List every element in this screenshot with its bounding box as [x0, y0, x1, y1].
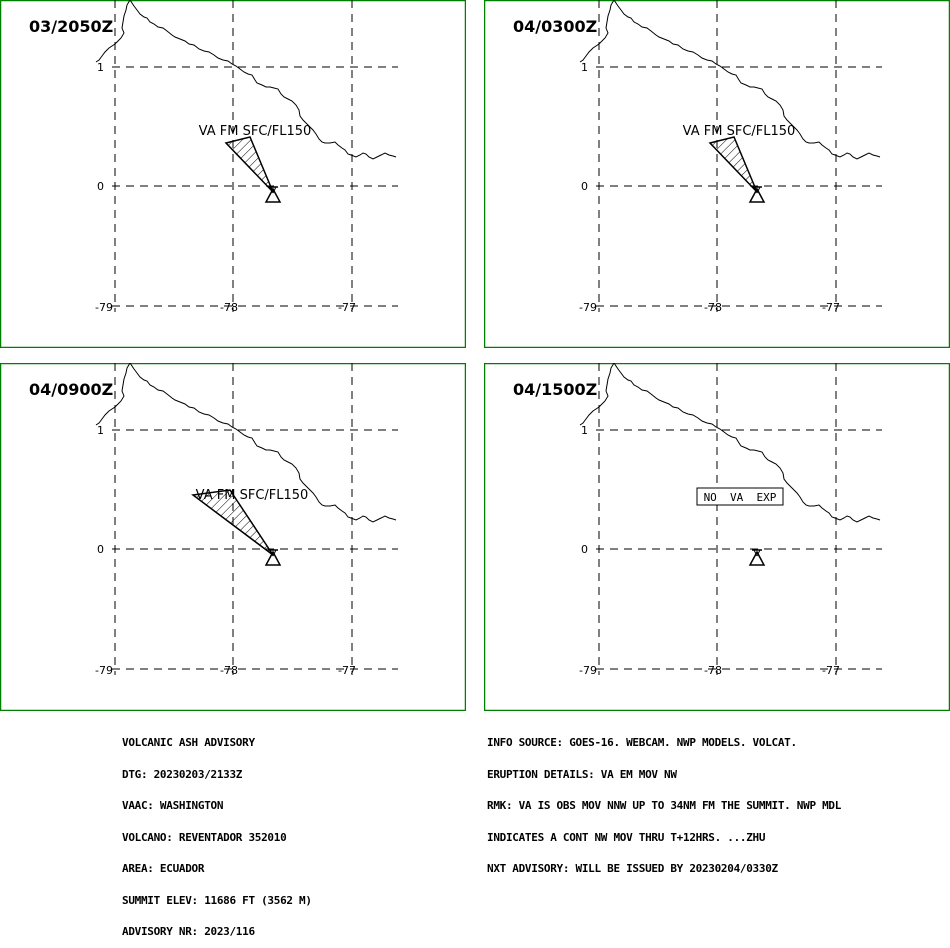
volcano-icon [748, 186, 766, 203]
volcano-icon [264, 186, 282, 203]
panel-time-label: 04/0300Z [513, 17, 598, 36]
plume-label: VA FM SFC/FL150 [196, 488, 309, 503]
ash-plume-polygon [708, 136, 758, 193]
map-frame-4: 1 0 -79 -78 -77 NO VA EXP [484, 363, 950, 711]
lon-label-w: -79 [95, 301, 113, 314]
lon-label-e: -77 [822, 301, 840, 314]
advisory-next: NXT ADVISORY: WILL BE ISSUED BY 20230204… [487, 862, 778, 875]
lon-label-mid: -78 [704, 301, 722, 314]
map-frame-2: 1 0 -79 -78 -77 VA FM SFC/FL150 [484, 0, 950, 348]
plume-label: VA FM SFC/FL150 [683, 124, 796, 139]
forecast-panel-2: 1 0 -79 -78 -77 VA FM SFC/FL150 04/0300Z [484, 0, 950, 348]
coastline [613, 363, 881, 523]
lon-label-e: -77 [822, 664, 840, 677]
plume-label: VA FM SFC/FL150 [199, 124, 312, 139]
coastline [129, 0, 397, 160]
advisory-dtg: DTG: 20230203/2133Z [122, 767, 243, 781]
lat-label-0: 0 [581, 180, 588, 193]
no-va-box [696, 487, 784, 506]
map-frame-3: 1 0 -79 -78 -77 VA FM SFC/FL150 [0, 363, 466, 711]
coastline [129, 363, 397, 523]
advisory-volcano: VOLCANO: REVENTADOR 352010 [122, 830, 287, 844]
lat-label-1: 1 [581, 61, 588, 74]
lat-label-0: 0 [581, 543, 588, 556]
advisory-title: VOLCANIC ASH ADVISORY [122, 736, 255, 749]
forecast-panel-1: 1 0 -79 -78 -77 VA FM SFC/FL150 03/2050Z [0, 0, 466, 348]
lat-label-0: 0 [97, 543, 104, 556]
advisory-vaac: VAAC: WASHINGTON [122, 799, 224, 812]
lat-label-1: 1 [97, 424, 104, 437]
coastline-west [95, 363, 131, 426]
lon-label-mid: -78 [220, 664, 238, 677]
lon-label-mid: -78 [704, 664, 722, 677]
coastline [613, 0, 881, 160]
coastline-west [579, 363, 615, 426]
panel-time-label: 04/1500Z [513, 380, 598, 399]
volcano-icon [264, 549, 282, 566]
panel-time-label: 04/0900Z [29, 380, 114, 399]
panel-time-label: 03/2050Z [29, 17, 114, 36]
coastline-west [579, 0, 615, 63]
lon-label-e: -77 [338, 301, 356, 314]
forecast-panel-4: 1 0 -79 -78 -77 NO VA EXP 04/1500Z [484, 363, 950, 711]
advisory-number: ADVISORY NR: 2023/116 [122, 925, 255, 938]
advisory-info-left: VOLCANIC ASH ADVISORY DTG: 20230203/2133… [122, 717, 312, 948]
advisory-info-right: INFO SOURCE: GOES-16. WEBCAM. NWP MODELS… [487, 717, 841, 885]
plume-label: NO VA EXP [704, 491, 777, 504]
volcano-icon [748, 549, 766, 566]
lon-label-e: -77 [338, 664, 356, 677]
advisory-remark-2: INDICATES A CONT NW MOV THRU T+12HRS. ..… [487, 830, 766, 844]
map-frame-1: 1 0 -79 -78 -77 VA FM SFC/FL150 [0, 0, 466, 348]
lat-label-0: 0 [97, 180, 104, 193]
ash-plume-polygon [224, 136, 274, 193]
lat-label-1: 1 [581, 424, 588, 437]
advisory-summit-elev: SUMMIT ELEV: 11686 FT (3562 M) [122, 893, 312, 907]
coastline-west [95, 0, 131, 63]
lon-label-w: -79 [95, 664, 113, 677]
lon-label-w: -79 [579, 301, 597, 314]
lat-label-1: 1 [97, 61, 104, 74]
advisory-area: AREA: ECUADOR [122, 862, 205, 875]
ash-plume-polygon [191, 489, 274, 556]
advisory-eruption-details: ERUPTION DETAILS: VA EM MOV NW [487, 767, 677, 781]
lon-label-mid: -78 [220, 301, 238, 314]
advisory-info-source: INFO SOURCE: GOES-16. WEBCAM. NWP MODELS… [487, 736, 797, 749]
lon-label-w: -79 [579, 664, 597, 677]
forecast-panel-3: 1 0 -79 -78 -77 VA FM SFC/FL150 04/0900Z [0, 363, 466, 711]
advisory-remark-1: RMK: VA IS OBS MOV NNW UP TO 34NM FM THE… [487, 799, 842, 812]
